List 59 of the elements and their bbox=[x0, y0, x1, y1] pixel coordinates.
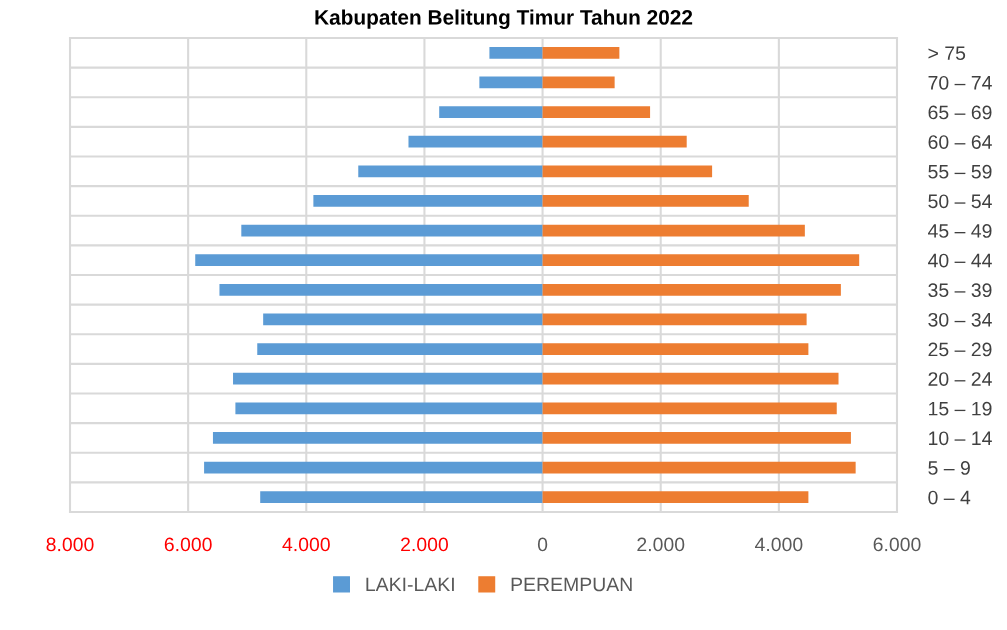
bar bbox=[358, 165, 543, 178]
bar bbox=[542, 76, 615, 89]
bar bbox=[313, 195, 543, 207]
bar bbox=[542, 313, 807, 326]
bar bbox=[263, 313, 543, 326]
bar bbox=[542, 402, 837, 415]
bar bbox=[542, 135, 687, 148]
bar bbox=[479, 76, 543, 89]
x-tick-label: 6.000 bbox=[873, 537, 921, 552]
bar bbox=[489, 46, 543, 59]
x-tick-label: 0 bbox=[537, 537, 548, 552]
bar bbox=[542, 343, 809, 355]
x-tick-label: 4.000 bbox=[282, 537, 330, 552]
bar bbox=[542, 491, 809, 504]
bar bbox=[542, 165, 713, 178]
bar bbox=[260, 491, 543, 504]
y-tick-label: 25 – 29 bbox=[928, 342, 992, 357]
x-tick-label: 2.000 bbox=[401, 537, 448, 552]
bar bbox=[542, 461, 856, 474]
y-tick-label: 5 – 9 bbox=[928, 461, 970, 475]
y-tick-label: 60 – 64 bbox=[928, 135, 992, 149]
y-tick-label: 0 – 4 bbox=[928, 490, 971, 505]
bar bbox=[235, 402, 543, 415]
bar bbox=[241, 224, 543, 237]
bar bbox=[542, 372, 839, 385]
bar bbox=[542, 432, 851, 444]
bar bbox=[195, 254, 543, 267]
y-tick-label: 55 – 59 bbox=[928, 164, 992, 179]
bar bbox=[204, 461, 543, 474]
bar bbox=[542, 283, 841, 296]
bar bbox=[233, 372, 543, 385]
y-tick-label: 20 – 24 bbox=[928, 372, 992, 386]
y-tick-label: > 75 bbox=[928, 46, 966, 61]
legend-label: LAKI-LAKI bbox=[366, 577, 454, 592]
chart-title: Kabupaten Belitung Timur Tahun 2022 bbox=[315, 9, 693, 29]
bar bbox=[542, 195, 749, 207]
bar bbox=[542, 106, 651, 118]
x-tick-label: 6.000 bbox=[164, 537, 212, 552]
bar bbox=[439, 106, 543, 118]
bar bbox=[542, 224, 805, 237]
y-tick-label: 15 – 19 bbox=[929, 401, 992, 416]
y-tick-label: 10 – 14 bbox=[929, 431, 992, 446]
legend-label: PEREMPUAN bbox=[511, 577, 632, 592]
bar bbox=[257, 343, 543, 355]
bar bbox=[542, 46, 620, 59]
y-tick-label: 70 – 74 bbox=[928, 75, 992, 90]
y-tick-label: 30 – 34 bbox=[928, 312, 992, 327]
y-tick-label: 50 – 54 bbox=[928, 194, 992, 209]
x-tick-label: 8.000 bbox=[46, 537, 94, 552]
y-tick-label: 35 – 39 bbox=[928, 283, 992, 298]
x-tick-label: 4.000 bbox=[754, 537, 803, 552]
x-tick-label: 2.000 bbox=[637, 537, 685, 552]
y-tick-label: 45 – 49 bbox=[928, 224, 992, 238]
bar bbox=[542, 254, 860, 267]
bar bbox=[408, 135, 543, 148]
y-tick-label: 65 – 69 bbox=[928, 105, 992, 120]
y-tick-label: 40 – 44 bbox=[928, 253, 992, 268]
bar bbox=[219, 283, 543, 296]
bar bbox=[212, 432, 543, 444]
